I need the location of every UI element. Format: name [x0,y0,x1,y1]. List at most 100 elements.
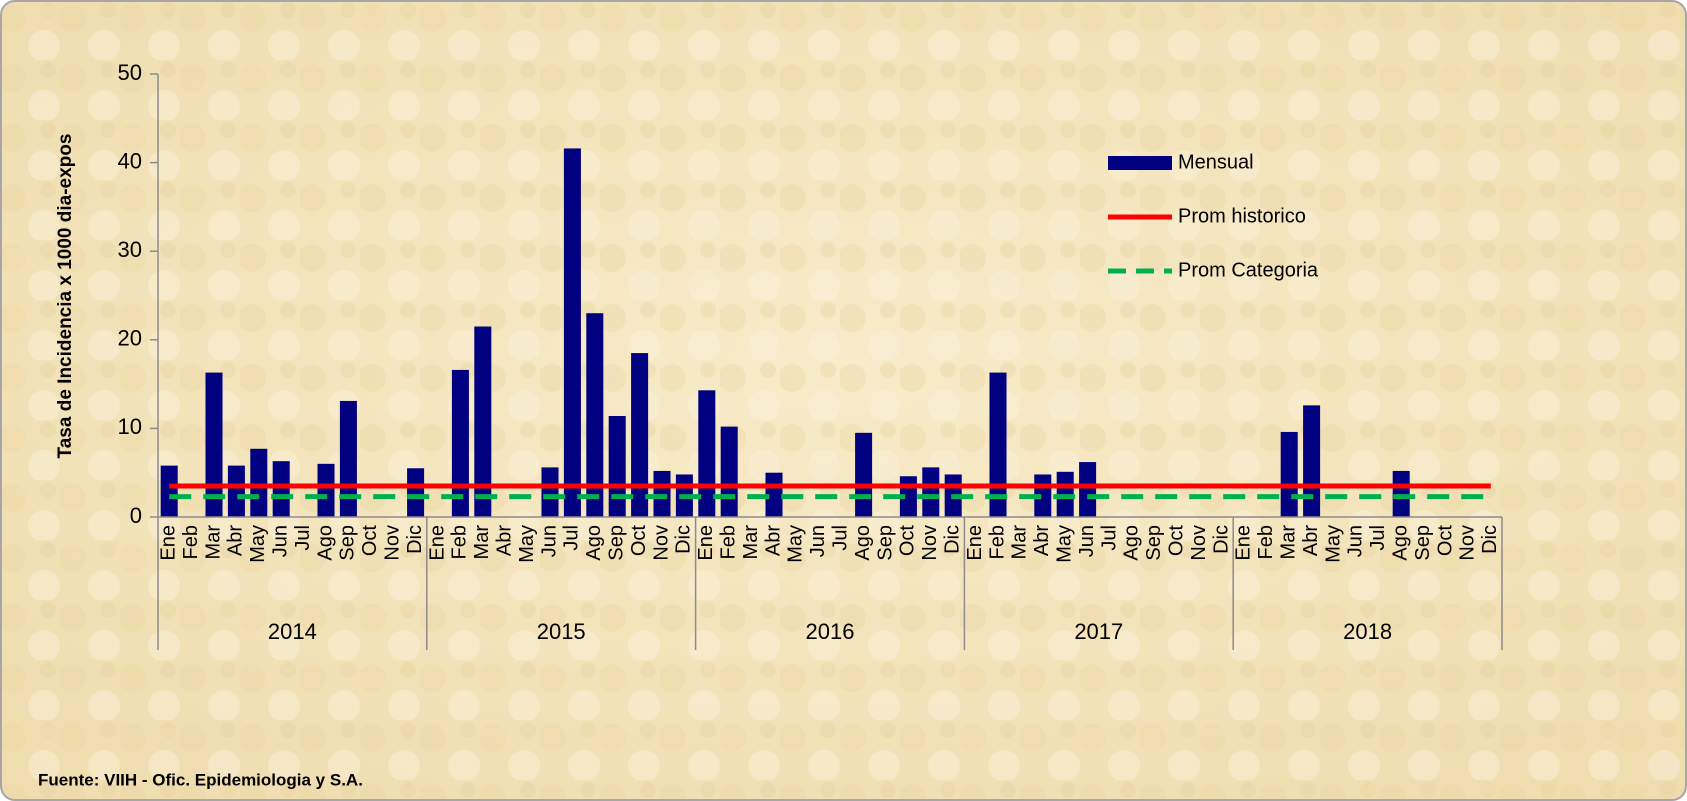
bar [855,432,873,517]
x-tick-label: Jul [292,525,314,551]
bar [407,468,425,517]
x-tick-label: Ene [964,525,986,561]
bar [1303,405,1321,517]
x-tick-label: Ene [426,525,448,561]
x-tick-label: Oct [628,525,650,557]
bar [317,463,335,517]
legend-label: Mensual [1178,151,1254,173]
x-tick-label: Ene [157,525,179,561]
x-tick-label: Ago [314,525,336,561]
bar [451,369,469,517]
x-tick-label: May [785,525,807,563]
bar [272,461,290,517]
x-tick-label: Dic [941,525,963,554]
x-tick-label: Feb [717,525,739,559]
bar [160,465,178,517]
x-tick-label: Abr [225,525,247,556]
x-tick-label: Ago [1389,525,1411,561]
x-tick-label: Feb [1255,525,1277,559]
x-tick-label: May [247,525,269,563]
x-tick-label: Abr [1031,525,1053,556]
x-tick-label: Mar [740,525,762,560]
bar [989,372,1007,517]
bar [1079,462,1097,517]
bar [1392,470,1410,517]
bar [227,465,245,517]
bar [474,326,492,517]
group-label: 2014 [268,619,317,644]
x-tick-label: May [1053,525,1075,563]
bar [541,467,559,517]
bar [922,467,940,517]
x-tick-label: Ene [1233,525,1255,561]
x-tick-label: Jul [829,525,851,551]
x-tick-label: Nov [1457,525,1479,561]
x-tick-label: Dic [1210,525,1232,554]
x-tick-label: Dic [673,525,695,554]
x-tick-label: Oct [897,525,919,557]
x-tick-label: May [516,525,538,563]
x-tick-label: Jul [1367,525,1389,551]
x-tick-label: Sep [605,525,627,561]
bar [586,313,604,517]
x-tick-label: Mar [1277,525,1299,560]
bar [720,426,738,517]
x-tick-label: Jun [1076,525,1098,557]
source-note: Fuente: VIIH - Ofic. Epidemiologia y S.A… [38,770,363,789]
x-tick-label: Sep [1412,525,1434,561]
x-tick-label: Nov [919,525,941,561]
x-tick-label: Jul [1098,525,1120,551]
legend-label: Prom Categoria [1178,259,1319,281]
y-tick-label: 50 [118,60,142,85]
x-tick-label: Jun [1345,525,1367,557]
x-tick-label: May [1322,525,1344,563]
x-tick-label: Sep [874,525,896,561]
x-tick-label: Mar [471,525,493,560]
x-tick-label: Jun [538,525,560,557]
bar [1280,431,1298,517]
legend-swatch [1108,156,1172,170]
group-label: 2018 [1343,619,1392,644]
x-tick-label: Jun [807,525,829,557]
x-tick-label: Oct [359,525,381,557]
y-axis-title: Tasa de Incidencia x 1000 dia-expos [55,134,76,459]
x-tick-label: Sep [337,525,359,561]
bar [653,470,671,517]
y-tick-label: 40 [118,148,142,173]
bar [631,353,649,517]
x-tick-label: Mar [1009,525,1031,560]
y-tick-label: 0 [130,503,142,528]
x-tick-label: Feb [449,525,471,559]
y-tick-label: 20 [118,326,142,351]
bar [563,148,581,517]
x-tick-label: Jun [269,525,291,557]
x-tick-label: Nov [381,525,403,561]
x-tick-label: Ago [1121,525,1143,561]
x-tick-label: Oct [1165,525,1187,557]
x-tick-label: Mar [202,525,224,560]
group-label: 2017 [1074,619,1123,644]
x-tick-label: Dic [404,525,426,554]
legend-label: Prom historico [1178,205,1306,227]
bar [608,415,626,517]
x-tick-label: Abr [1300,525,1322,556]
x-tick-label: Sep [1143,525,1165,561]
bar [205,372,223,517]
x-tick-label: Feb [180,525,202,559]
x-tick-label: Abr [493,525,515,556]
y-tick-label: 10 [118,414,142,439]
y-tick-label: 30 [118,237,142,262]
bar [339,400,357,517]
x-tick-label: Oct [1434,525,1456,557]
x-tick-label: Nov [650,525,672,561]
group-label: 2016 [806,619,855,644]
x-tick-label: Jul [561,525,583,551]
bar [250,448,268,517]
x-tick-label: Ago [583,525,605,561]
x-tick-label: Dic [1479,525,1501,554]
x-tick-label: Abr [762,525,784,556]
x-tick-label: Ene [695,525,717,561]
